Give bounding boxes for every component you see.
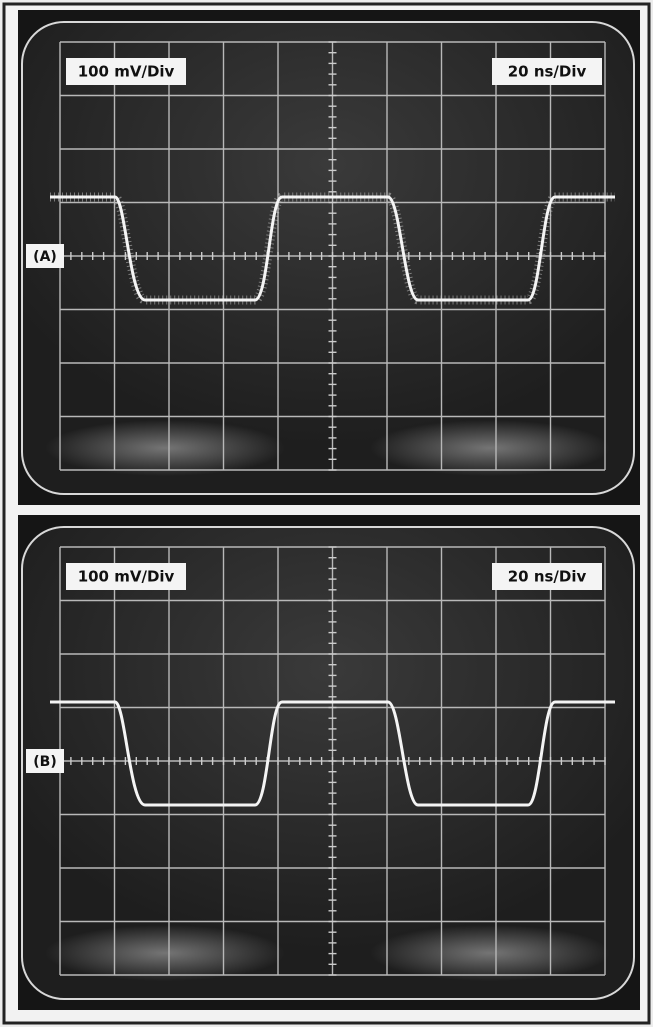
label-box — [492, 58, 602, 85]
scope-panel: 100 mV/Div 20 ns/Div (B) — [18, 515, 640, 1010]
screen-glow — [370, 925, 610, 981]
waveform-trace — [50, 195, 615, 302]
screen-glow — [45, 925, 285, 981]
screen — [21, 526, 635, 1000]
horizontal-scale: 20 ns/Div — [508, 568, 587, 586]
label-box — [66, 563, 186, 590]
vertical-scale: 100 mV/Div — [78, 63, 175, 81]
scope-panel: 100 mV/Div 20 ns/Div (A) — [18, 10, 640, 505]
label-box — [492, 563, 602, 590]
trace-label: (B) — [33, 754, 56, 770]
label-box — [66, 58, 186, 85]
label-box — [26, 244, 64, 268]
vertical-scale: 100 mV/Div — [78, 568, 175, 586]
screen — [21, 21, 635, 495]
screen-glow — [45, 420, 285, 476]
label-box — [26, 749, 64, 773]
waveform-trace — [50, 700, 615, 807]
trace-label: (A) — [33, 249, 57, 265]
horizontal-scale: 20 ns/Div — [508, 63, 587, 81]
screen-glow — [370, 420, 610, 476]
